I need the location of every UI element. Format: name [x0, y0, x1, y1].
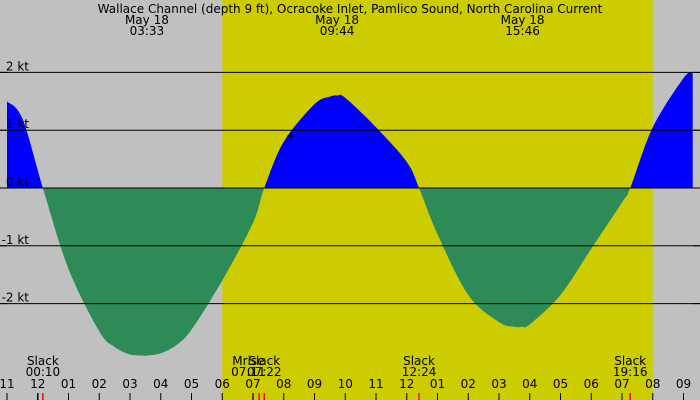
- event-time-label: 07:11: [231, 365, 266, 379]
- event-time-label: 12:24: [402, 365, 437, 379]
- x-tick-label: 03: [122, 377, 137, 391]
- x-tick-label: 04: [522, 377, 537, 391]
- x-tick-label: 12: [399, 377, 414, 391]
- flood-area: [264, 94, 419, 188]
- extreme-time-label: 03:33: [130, 24, 165, 38]
- x-tick-label: 01: [61, 377, 76, 391]
- x-tick-label: 04: [153, 377, 168, 391]
- cursor-plus-icon: +: [286, 129, 296, 143]
- y-tick-labels: 2 kt 1 kt 0 kt -1 kt -2 kt: [0, 59, 700, 305]
- y-tick-label: 1 kt: [6, 117, 29, 131]
- x-tick-label: 11: [0, 377, 15, 391]
- extreme-date-label: May 18: [315, 13, 359, 27]
- extreme-date-label: May 18: [125, 13, 169, 27]
- x-tick-label: 08: [645, 377, 660, 391]
- extreme-time-label: 09:44: [320, 24, 355, 38]
- x-tick-label: 09: [307, 377, 322, 391]
- current-area: [7, 72, 693, 356]
- ebb-area: [419, 188, 631, 328]
- y-tick-label: -1 kt: [2, 233, 30, 247]
- x-tick-labels: 11 12 01 02 03 04 05 06 07 08 09 10 11 12 01 02 03 04 05 06…: [0, 377, 691, 400]
- x-tick-label: 05: [553, 377, 568, 391]
- x-tick-label: 06: [215, 377, 230, 391]
- event-label: Slack: [403, 354, 435, 368]
- x-tick-label: 02: [92, 377, 107, 391]
- event-time-label: 07:22: [247, 365, 282, 379]
- event-labels: Slack00:10Mrise07:11Slack07:22Slack12:24…: [26, 354, 648, 379]
- x-tick-label: 09: [676, 377, 691, 391]
- x-tick-label: 06: [584, 377, 599, 391]
- event-label: Slack: [248, 354, 280, 368]
- y-tick-label: -2 kt: [2, 291, 30, 305]
- x-tick-label: 01: [430, 377, 445, 391]
- x-tick-label: 07: [245, 377, 260, 391]
- y-tick-label: 2 kt: [6, 59, 29, 73]
- event-label: Slack: [614, 354, 646, 368]
- chart-title: Wallace Channel (depth 9 ft), Ocracoke I…: [98, 2, 603, 16]
- x-tick-label: 11: [368, 377, 383, 391]
- event-time-label: 00:10: [26, 365, 61, 379]
- event-label: Slack: [27, 354, 59, 368]
- x-tick-label: 03: [491, 377, 506, 391]
- y-grid: [0, 71, 700, 305]
- flood-area: [7, 101, 43, 188]
- x-tick-label: 10: [338, 377, 353, 391]
- x-tick-label: 07: [614, 377, 629, 391]
- y-tick-label: 0 kt: [6, 175, 29, 189]
- x-tick-label: 05: [184, 377, 199, 391]
- x-tick-label: 02: [461, 377, 476, 391]
- extreme-time-label: 15:46: [505, 24, 540, 38]
- event-time-label: 19:16: [613, 365, 648, 379]
- event-label: Mrise: [232, 354, 264, 368]
- x-tick-label: 08: [276, 377, 291, 391]
- ebb-area: [42, 188, 265, 356]
- extreme-date-label: May 18: [501, 13, 545, 27]
- x-tick-label: 12: [30, 377, 45, 391]
